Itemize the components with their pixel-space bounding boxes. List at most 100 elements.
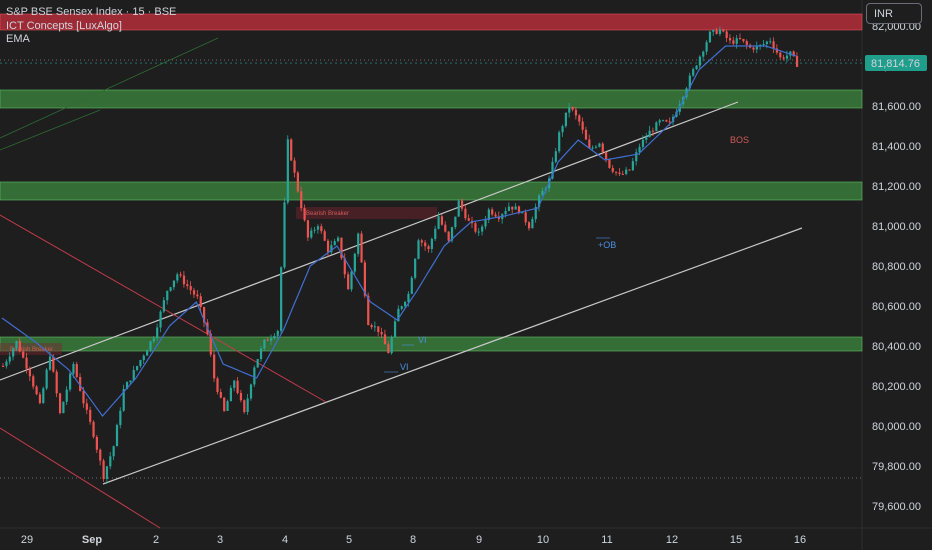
candle-body-181: [608, 158, 611, 168]
candle-body-176: [591, 147, 594, 149]
annotation-ob-2: +OB: [598, 240, 616, 250]
candle-body-153: [514, 206, 517, 210]
candle-body-144: [484, 219, 487, 227]
price-tick-label: 80,600.00: [872, 301, 921, 313]
candle-body-237: [795, 56, 799, 67]
candle-body-161: [541, 191, 544, 196]
candle-body-169: [568, 107, 571, 113]
time-axis[interactable]: 29 Sep 2 3 4 5 8 9 10 11 12 15 16: [21, 534, 806, 546]
last-price-badge: [865, 55, 927, 72]
time-tick-label: 4: [282, 534, 288, 546]
price-tick-label: 82,000.00: [872, 21, 921, 33]
time-tick-label: 12: [666, 534, 678, 546]
candle-body-146: [491, 209, 494, 215]
candle-body-74: [249, 384, 253, 399]
candle-body-60: [203, 307, 206, 323]
candle-body-173: [581, 121, 584, 130]
candle-body-64: [216, 378, 219, 393]
candle-body-33: [112, 446, 115, 457]
candle-body-19: [65, 389, 68, 402]
candle-body-87: [293, 160, 296, 173]
candle-body-234: [785, 55, 789, 59]
candle-body-26: [89, 409, 92, 422]
candle-body-118: [397, 308, 400, 322]
candle-body-119: [400, 306, 403, 309]
candle-body-187: [628, 169, 631, 171]
candle-body-65: [219, 392, 222, 398]
channels-layer: [0, 37, 803, 529]
candle-body-14: [48, 356, 52, 370]
candle-body-145: [487, 209, 490, 220]
last-price-label: 81,814.76: [871, 58, 920, 70]
candle-body-18: [62, 401, 65, 414]
candle-body-184: [618, 172, 621, 174]
candle-body-58: [196, 294, 199, 297]
candle-body-32: [109, 456, 112, 467]
candle-body-78: [263, 339, 266, 349]
demand-zone-4: [0, 336, 863, 352]
annotation-bos-3: BOS: [730, 135, 749, 145]
candle-body-104: [350, 271, 353, 290]
upper-channel-line[interactable]: [0, 101, 739, 381]
candle-body-235: [789, 51, 792, 56]
candle-body-196: [658, 120, 661, 123]
candle-body-97: [326, 240, 330, 253]
candle-body-197: [661, 120, 665, 122]
breaker-label-1: Bearish Breaker: [306, 211, 349, 217]
candle-body-105: [353, 253, 356, 272]
candle-body-92: [310, 230, 313, 238]
time-tick-label: 15: [730, 534, 742, 546]
candle-body-188: [631, 161, 634, 171]
candle-body-131: [440, 216, 444, 225]
time-tick-label: 2: [153, 534, 159, 546]
ema-line: [1, 45, 797, 417]
candle-body-21: [72, 364, 75, 374]
candle-body-126: [424, 242, 427, 247]
candle-body-55: [186, 284, 189, 287]
candle-body-180: [605, 151, 608, 159]
candle-body-41: [139, 360, 142, 367]
candle-body-139: [467, 218, 470, 221]
price-axis[interactable]: 82,400.0082,200.0082,000.0081,800.0081,6…: [0, 0, 927, 513]
candle-body-49: [166, 290, 169, 301]
candle-body-4: [15, 341, 18, 349]
candle-body-215: [722, 29, 725, 32]
candle-body-43: [146, 350, 149, 356]
candle-body-217: [728, 37, 732, 41]
lower-channel-line[interactable]: [102, 227, 803, 485]
price-tick-label: 79,600.00: [872, 501, 921, 513]
candle-body-27: [92, 421, 95, 437]
candle-body-148: [497, 216, 500, 219]
candle-body-54: [182, 275, 186, 285]
candle-body-0: [2, 366, 5, 367]
indicator-ict[interactable]: ICT Concepts [LuxAlgo]: [6, 20, 122, 32]
candle-body-85: [286, 139, 289, 203]
candle-body-44: [149, 341, 152, 351]
candle-body-208: [698, 56, 701, 66]
candle-body-10: [35, 386, 38, 395]
currency-selector[interactable]: INR: [866, 3, 922, 24]
candle-body-82: [276, 330, 279, 336]
candle-body-209: [702, 51, 705, 57]
candle-body-175: [588, 139, 591, 149]
candle-body-69: [233, 380, 236, 388]
candle-body-164: [551, 161, 554, 179]
candle-body-210: [705, 42, 708, 52]
candle-body-7: [25, 357, 28, 369]
candle-body-75: [253, 367, 256, 385]
candle-body-76: [256, 359, 259, 368]
indicator-ema[interactable]: EMA: [6, 33, 31, 45]
candle-body-206: [692, 69, 695, 76]
time-tick-label: 8: [410, 534, 416, 546]
candle-body-28: [95, 436, 98, 450]
candle-body-20: [69, 373, 72, 390]
candle-body-108: [363, 262, 366, 296]
candle-body-231: [775, 48, 779, 53]
descending-channel-lower[interactable]: [0, 427, 161, 529]
candle-body-117: [393, 321, 397, 338]
time-tick-label: 3: [217, 534, 223, 546]
candle-body-212: [712, 29, 715, 32]
candle-body-84: [283, 202, 286, 268]
